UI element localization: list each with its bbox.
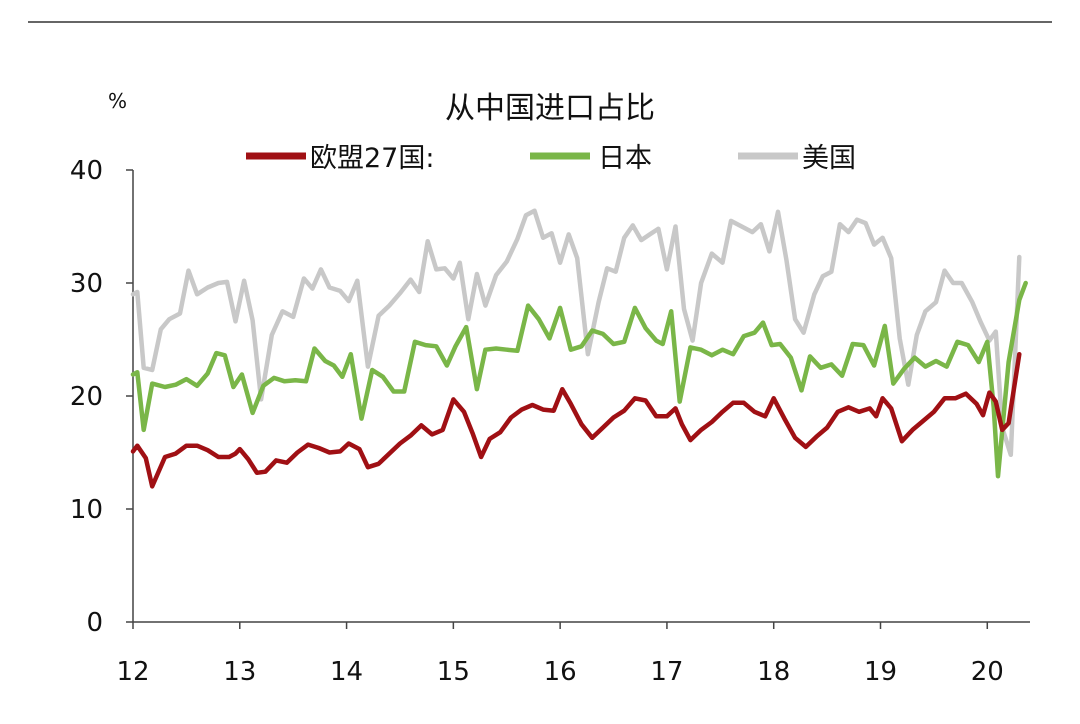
x-tick-label: 15 — [437, 657, 470, 687]
y-tick-label: 40 — [70, 156, 103, 186]
series-line-usa — [130, 208, 1022, 458]
x-tick-label: 17 — [650, 657, 683, 687]
x-tick-label: 18 — [757, 657, 790, 687]
y-tick-label: 30 — [70, 269, 103, 299]
series-line-eu27 — [130, 351, 1022, 489]
y-tick-label: 20 — [70, 382, 103, 412]
x-axis: 12 13 14 15 16 17 18 19 20 — [116, 621, 1030, 687]
x-tick-label: 14 — [330, 657, 363, 687]
legend-label-usa: 美国 — [802, 143, 856, 174]
y-tick-label: 10 — [70, 495, 103, 525]
x-tick-label: 12 — [116, 657, 149, 687]
y-axis: 0 10 20 30 40 — [70, 156, 134, 638]
y-tick-label: 0 — [86, 608, 103, 638]
series-line-japan — [130, 280, 1028, 479]
plot-series — [130, 208, 1028, 489]
legend: 欧盟27国: 日本 美国 — [246, 143, 856, 174]
x-tick-label: 13 — [223, 657, 256, 687]
x-tick-label: 20 — [971, 657, 1004, 687]
x-tick-label: 19 — [864, 657, 897, 687]
chart-title: 从中国进口占比 — [445, 91, 655, 126]
legend-label-eu27: 欧盟27国: — [310, 143, 434, 174]
unit-label: % — [108, 89, 127, 113]
legend-label-japan: 日本 — [598, 143, 652, 174]
x-tick-label: 16 — [544, 657, 577, 687]
